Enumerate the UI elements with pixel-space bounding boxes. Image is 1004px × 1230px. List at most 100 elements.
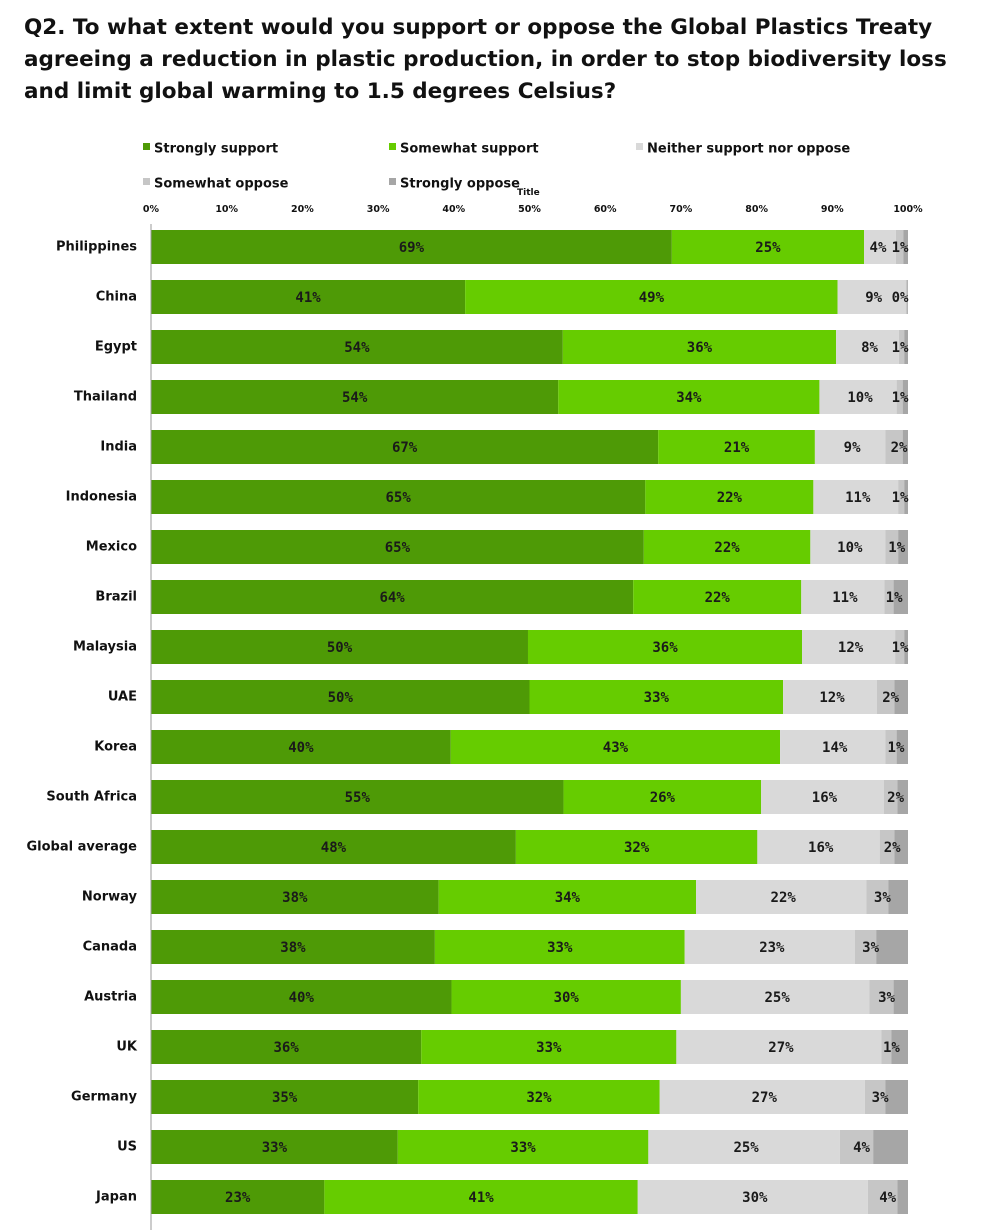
- bar-row-uk: 36% 33% 27% 1%: [151, 1030, 908, 1064]
- bar-segment-somewhat-oppose: [876, 680, 895, 714]
- data-label-somewhat-oppose: 1%: [892, 240, 909, 256]
- bar-row-us: 33% 33% 25% 4%: [151, 1130, 908, 1164]
- bar-segment-strongly-oppose: [904, 630, 908, 664]
- data-label-neither-support-nor-oppose: 8%: [861, 340, 878, 356]
- data-label-somewhat-oppose: 2%: [891, 440, 908, 456]
- bar-segment-neither-support-nor-oppose: [780, 730, 886, 764]
- bar-segment-strongly-oppose: [885, 1080, 908, 1114]
- category-label-brazil: Brazil: [95, 590, 137, 605]
- bar-segment-neither-support-nor-oppose: [836, 330, 899, 364]
- data-label-somewhat-oppose: 1%: [888, 740, 905, 756]
- category-label-egypt: Egypt: [95, 340, 137, 355]
- bar-segment-somewhat-support: [643, 530, 811, 564]
- x-tick-label: 60%: [594, 204, 617, 215]
- legend-label-strongly-oppose: Strongly oppose: [400, 177, 520, 192]
- data-label-somewhat-oppose: 1%: [892, 490, 909, 506]
- data-label-neither-support-nor-oppose: 27%: [752, 1090, 778, 1106]
- bar-rows: 69% 25% 4% 1% 41% 49% 9% 0% 54% 36% 8% 1% 54% 34% 10% 1…: [151, 230, 909, 1214]
- data-label-somewhat-oppose: 2%: [884, 840, 901, 856]
- data-label-strongly-support: 54%: [342, 390, 368, 406]
- data-label-somewhat-oppose: 4%: [853, 1140, 870, 1156]
- bar-segment-somewhat-support: [451, 980, 681, 1014]
- page-title: Q2. To what extent would you support or …: [24, 15, 947, 104]
- chart-legend: Strongly support Somewhat support Neither …: [143, 142, 850, 192]
- data-label-strongly-support: 65%: [386, 490, 412, 506]
- bar-segment-somewhat-support: [563, 780, 762, 814]
- category-label-india: India: [100, 440, 137, 455]
- data-label-somewhat-support: 22%: [705, 590, 731, 606]
- data-label-somewhat-support: 32%: [526, 1090, 552, 1106]
- data-label-strongly-support: 69%: [399, 240, 425, 256]
- data-label-neither-support-nor-oppose: 14%: [822, 740, 848, 756]
- data-label-neither-support-nor-oppose: 11%: [832, 590, 858, 606]
- data-label-somewhat-support: 33%: [547, 940, 573, 956]
- data-label-neither-support-nor-oppose: 10%: [837, 540, 863, 556]
- bar-segment-somewhat-oppose: [885, 430, 903, 464]
- data-label-neither-support-nor-oppose: 9%: [865, 290, 882, 306]
- data-label-strongly-support: 38%: [280, 940, 306, 956]
- bar-segment-neither-support-nor-oppose: [810, 530, 886, 564]
- legend-swatch-neither-support-nor-oppose: [636, 143, 643, 150]
- bar-segment-strongly-support: [151, 730, 451, 764]
- bar-segment-strongly-oppose: [893, 580, 908, 614]
- bar-row-thailand: 54% 34% 10% 1%: [151, 380, 909, 414]
- bar-segment-strongly-oppose: [888, 880, 908, 914]
- bar-segment-neither-support-nor-oppose: [801, 580, 885, 614]
- data-label-somewhat-support: 21%: [724, 440, 750, 456]
- data-label-somewhat-support: 43%: [603, 740, 629, 756]
- legend-swatch-strongly-oppose: [389, 178, 396, 185]
- bar-segment-somewhat-oppose: [895, 630, 905, 664]
- bar-segment-strongly-oppose: [902, 380, 908, 414]
- data-label-somewhat-support: 33%: [536, 1040, 562, 1056]
- bar-row-south-africa: 55% 26% 16% 2%: [151, 780, 908, 814]
- data-label-strongly-support: 23%: [225, 1190, 251, 1206]
- bar-segment-somewhat-support: [671, 230, 865, 264]
- bar-segment-somewhat-support: [438, 880, 697, 914]
- bar-segment-strongly-support: [151, 1080, 419, 1114]
- bar-segment-strongly-oppose: [897, 780, 908, 814]
- data-label-neither-support-nor-oppose: 4%: [870, 240, 887, 256]
- category-label-us: US: [117, 1140, 137, 1155]
- data-label-somewhat-support: 22%: [714, 540, 740, 556]
- x-tick-label: 90%: [821, 204, 844, 215]
- bar-segment-somewhat-support: [527, 630, 803, 664]
- data-label-somewhat-oppose: 3%: [878, 990, 895, 1006]
- bar-segment-somewhat-oppose: [885, 730, 897, 764]
- data-label-somewhat-support: 36%: [652, 640, 678, 656]
- bar-segment-strongly-oppose: [896, 730, 908, 764]
- bar-segment-somewhat-oppose: [839, 1130, 874, 1164]
- bar-segment-neither-support-nor-oppose: [813, 480, 899, 514]
- data-label-neither-support-nor-oppose: 25%: [764, 990, 790, 1006]
- bar-segment-somewhat-oppose: [866, 880, 889, 914]
- bar-segment-strongly-support: [151, 480, 646, 514]
- x-tick-label: 10%: [215, 204, 238, 215]
- bar-segment-neither-support-nor-oppose: [696, 880, 867, 914]
- bar-segment-strongly-support: [151, 630, 528, 664]
- bar-segment-strongly-support: [151, 1030, 422, 1064]
- bar-segment-strongly-oppose: [876, 930, 908, 964]
- bar-segment-somewhat-oppose: [883, 780, 898, 814]
- data-label-strongly-support: 55%: [345, 790, 371, 806]
- bar-segment-somewhat-oppose: [896, 380, 903, 414]
- bar-segment-somewhat-oppose: [855, 930, 877, 964]
- bar-segment-strongly-support: [151, 1180, 325, 1214]
- category-label-thailand: Thailand: [74, 390, 137, 405]
- data-label-somewhat-support: 22%: [717, 490, 743, 506]
- bar-segment-somewhat-oppose: [895, 230, 904, 264]
- bar-row-china: 41% 49% 9% 0%: [151, 280, 909, 314]
- category-label-japan: Japan: [95, 1190, 137, 1205]
- bar-segment-neither-support-nor-oppose: [837, 280, 906, 314]
- bar-segment-strongly-oppose: [893, 980, 908, 1014]
- bar-segment-somewhat-support: [418, 1080, 660, 1114]
- bar-segment-somewhat-oppose: [879, 830, 895, 864]
- bar-segment-strongly-support: [151, 830, 516, 864]
- x-tick-label: 100%: [893, 204, 923, 215]
- bar-row-japan: 23% 41% 30% 4%: [151, 1180, 908, 1214]
- bar-segment-somewhat-support: [529, 680, 784, 714]
- data-label-somewhat-support: 33%: [510, 1140, 536, 1156]
- bar-segment-somewhat-oppose: [881, 1030, 892, 1064]
- x-axis-ticks: 0% 10% 20% 30% 40% 50% 60% 70% 80% 90% 100%: [143, 204, 923, 215]
- bar-segment-somewhat-oppose: [905, 280, 908, 314]
- category-label-south-africa: South Africa: [46, 790, 137, 805]
- bar-segment-somewhat-support: [558, 380, 820, 414]
